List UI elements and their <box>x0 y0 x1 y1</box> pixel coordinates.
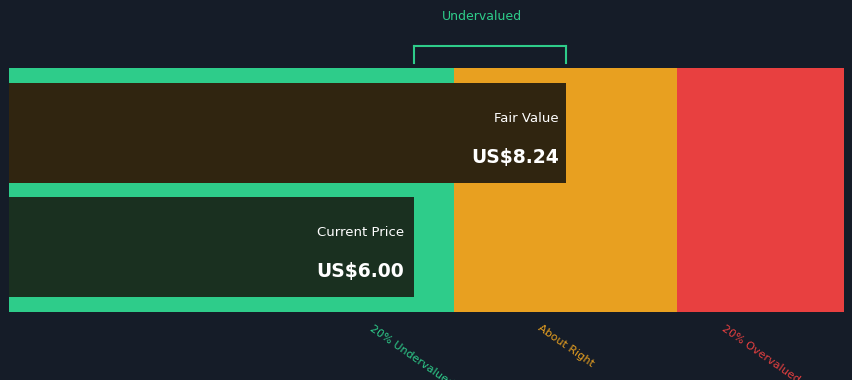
Text: US$6.00: US$6.00 <box>316 262 404 281</box>
Bar <box>9 183 454 197</box>
Bar <box>9 68 454 83</box>
Text: 20% Undervalued: 20% Undervalued <box>367 323 455 380</box>
Text: 20% Overvalued: 20% Overvalued <box>719 323 801 380</box>
Text: US$8.24: US$8.24 <box>471 148 558 167</box>
Bar <box>9 197 414 297</box>
Bar <box>9 297 454 312</box>
Bar <box>676 68 843 312</box>
Bar <box>414 197 454 297</box>
Text: About Right: About Right <box>535 323 595 369</box>
Text: Fair Value: Fair Value <box>494 112 558 125</box>
Text: Current Price: Current Price <box>317 226 404 239</box>
Text: Undervalued: Undervalued <box>441 10 521 23</box>
Bar <box>454 68 676 312</box>
Bar <box>9 83 565 183</box>
Bar <box>9 68 454 312</box>
